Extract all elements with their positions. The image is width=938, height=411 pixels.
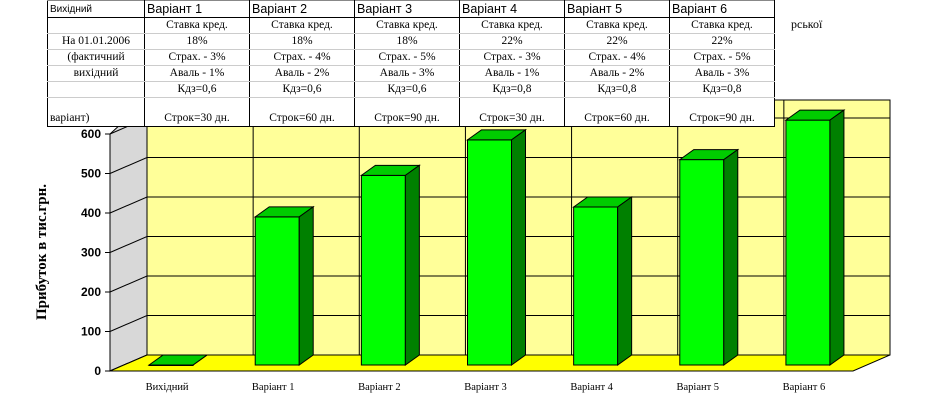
table-cell: Страх. - 4% <box>249 49 355 66</box>
bar-side <box>511 128 526 366</box>
x-tick-label: Варіант 5 <box>676 382 719 393</box>
table-cell: варіант) <box>47 97 145 127</box>
table-row: На 01.01.2006 18% 18% 18% 22% 22% 22% <box>47 33 775 50</box>
x-tick-label: Вихідний <box>146 382 189 393</box>
table-row: Кдз=0,6 Кдз=0,6 Кдз=0,6 Кдз=0,8 Кдз=0,8 Кдз=0… <box>47 81 775 98</box>
table-cell: Варіант 4 <box>459 0 565 18</box>
x-tick-label: Варіант 4 <box>570 382 613 393</box>
table-cell: Страх. - 5% <box>354 49 460 66</box>
gridline <box>109 157 890 174</box>
gridline <box>109 275 890 293</box>
x-tick-label: Варіант 1 <box>252 382 295 393</box>
table-cell: Строк=60 дн. <box>249 97 355 127</box>
table-cell: Ставка кред. <box>249 17 355 34</box>
bar-front <box>254 216 300 366</box>
table-cell: Кдз=0,6 <box>354 81 460 98</box>
table-cell: Кдз=0,8 <box>564 81 670 98</box>
title-fragment: рської <box>791 17 823 31</box>
bar-side <box>404 164 420 366</box>
x-tick-label: Варіант 2 <box>358 382 401 393</box>
table-row: (фактичний Страх. - 3% Страх. - 4% Страх. -… <box>47 49 775 66</box>
table-cell: Страх. - 4% <box>564 49 670 66</box>
table-row: Ставка кред. Ставка кред. Ставка кред. Став… <box>47 17 775 34</box>
table-cell: Кдз=0,8 <box>669 81 775 98</box>
table-cell: Аваль - 2% <box>249 65 355 82</box>
bar-side <box>192 354 208 366</box>
bar-front <box>785 119 831 366</box>
y-tick-label: 200 <box>81 285 101 299</box>
y-tick-label: 300 <box>81 246 101 260</box>
side-wall <box>109 98 148 372</box>
table-cell: Страх. - 3% <box>459 49 565 66</box>
table-cell: 22% <box>459 33 565 50</box>
table-cell: На 01.01.2006 <box>47 33 145 50</box>
table-cell: Кдз=0,8 <box>459 81 565 98</box>
bar-side <box>723 148 739 366</box>
table-cell: Варіант 1 <box>144 0 250 18</box>
table-cell <box>47 17 145 34</box>
table-cell: Варіант 3 <box>354 0 460 18</box>
y-tick-label: 400 <box>81 206 101 220</box>
table-cell: Строк=60 дн. <box>564 97 670 127</box>
table-cell: Аваль - 3% <box>669 65 775 82</box>
table-cell: вихідний <box>47 65 145 82</box>
y-tick-label: 600 <box>81 127 101 141</box>
y-tick-label: 0 <box>94 364 101 378</box>
table-cell: Страх. - 3% <box>144 49 250 66</box>
table-cell: Аваль - 3% <box>354 65 460 82</box>
table-cell: Кдз=0,6 <box>144 81 250 98</box>
table-cell: Ставка кред. <box>564 17 670 34</box>
table-cell: Аваль - 2% <box>564 65 670 82</box>
table-cell: Ставка кред. <box>459 17 565 34</box>
table-cell: 18% <box>249 33 355 50</box>
bar-side <box>298 205 314 366</box>
gridline <box>109 196 890 214</box>
table-cell: Аваль - 1% <box>144 65 250 82</box>
table-cell: Ставка кред. <box>669 17 775 34</box>
x-tick-label: Варіант 3 <box>464 382 507 393</box>
y-tick-label: 100 <box>81 325 101 339</box>
table-cell: 18% <box>144 33 250 50</box>
table-cell <box>47 81 145 98</box>
table-cell: Кдз=0,6 <box>249 81 355 98</box>
bar-front <box>467 139 512 366</box>
bar-side <box>829 109 845 366</box>
table-cell: 22% <box>564 33 670 50</box>
table-cell: 18% <box>354 33 460 50</box>
table-cell: Вихідний <box>47 0 145 18</box>
table-row: вихідний Аваль - 1% Аваль - 2% Аваль - 3% Ав… <box>47 65 775 82</box>
gridline <box>109 315 890 332</box>
table-cell: Страх. - 5% <box>669 49 775 66</box>
table-row: варіант) Строк=30 дн. Строк=60 дн. Строк=90… <box>47 97 775 127</box>
bar-front <box>679 159 725 366</box>
table-cell: (фактичний <box>47 49 145 66</box>
table-cell: Строк=90 дн. <box>669 97 775 127</box>
x-tick-label: Варіант 6 <box>783 382 826 393</box>
variants-table: Вихідний Варіант 1 Варіант 2 Варіант 3 Варіа… <box>47 0 775 127</box>
table-cell: Аваль - 1% <box>459 65 565 82</box>
table-cell: Ставка кред. <box>144 17 250 34</box>
table-cell: Ставка кред. <box>354 17 460 34</box>
table-cell: 22% <box>669 33 775 50</box>
bar-front <box>360 174 406 366</box>
table-cell: Варіант 2 <box>249 0 355 18</box>
table-row: Вихідний Варіант 1 Варіант 2 Варіант 3 Варіа… <box>47 0 775 18</box>
bar-side <box>617 196 633 366</box>
y-axis-label: Прибуток в тис.грн. <box>34 184 50 320</box>
table-cell: Строк=30 дн. <box>459 97 565 127</box>
bar-front <box>573 206 619 366</box>
table-cell: Варіант 5 <box>564 0 670 18</box>
table-cell: Строк=30 дн. <box>144 97 250 127</box>
table-cell: Строк=90 дн. <box>354 97 460 127</box>
y-tick-label: 500 <box>81 167 101 181</box>
table-cell: Варіант 6 <box>669 0 775 18</box>
gridline <box>109 236 890 253</box>
